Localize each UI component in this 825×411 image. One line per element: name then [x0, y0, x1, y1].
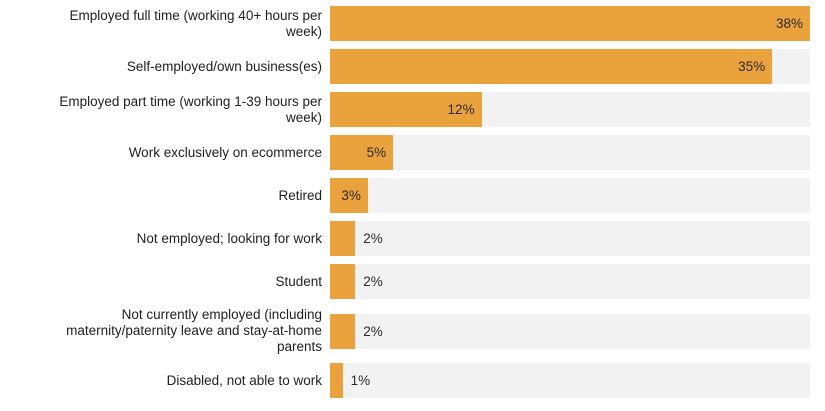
chart-row: Student 2% [0, 260, 810, 303]
category-label: Not currently employed (including materni… [66, 307, 322, 354]
bar-track: 2% [330, 264, 810, 299]
chart-row: Self-employed/own business(es) 35% [0, 45, 810, 88]
bar-track: 2% [330, 313, 810, 349]
bar-track: 3% [330, 178, 810, 213]
bar: 3% [330, 178, 368, 213]
chart-row: Employed part time (working 1-39 hours p… [0, 88, 810, 131]
bar-track: 12% [330, 92, 810, 127]
value-label: 3% [341, 188, 361, 203]
bar-track: 5% [330, 135, 810, 170]
value-label: 2% [363, 323, 383, 339]
bar [330, 264, 356, 299]
chart-row: Not employed; looking for work 2% [0, 217, 810, 260]
value-label: 38% [775, 16, 803, 31]
bar: 12% [330, 92, 482, 127]
value-label: 2% [363, 231, 383, 246]
bar: 5% [330, 135, 394, 170]
value-label: 12% [447, 102, 475, 117]
value-label: 2% [363, 274, 383, 289]
chart-row: Retired 3% [0, 174, 810, 217]
category-label: Disabled, not able to work [166, 372, 322, 388]
category-label: Student [275, 273, 322, 289]
bar-track: 2% [330, 221, 810, 256]
category-label: Self-employed/own business(es) [126, 58, 322, 74]
category-label: Retired [278, 187, 322, 203]
chart-row: Disabled, not able to work 1% [0, 359, 810, 402]
bar: 35% [330, 49, 773, 84]
chart-row: Employed full time (working 40+ hours pe… [0, 2, 810, 45]
bar-track: 38% [330, 6, 810, 41]
category-label: Employed part time (working 1-39 hours p… [59, 93, 322, 125]
chart-row: Work exclusively on ecommerce 5% [0, 131, 810, 174]
category-label: Work exclusively on ecommerce [128, 144, 322, 160]
value-label: 35% [738, 59, 766, 74]
bar-track: 1% [330, 363, 810, 398]
bar [330, 313, 356, 349]
bar [330, 221, 356, 256]
bar-track: 35% [330, 49, 810, 84]
bar: 38% [330, 6, 810, 41]
category-label: Employed full time (working 40+ hours pe… [69, 7, 323, 39]
bar [330, 363, 343, 398]
category-label: Not employed; looking for work [136, 230, 322, 246]
value-label: 5% [366, 145, 387, 160]
value-label: 1% [350, 373, 371, 388]
chart-row: Not currently employed (including materni… [0, 303, 810, 359]
